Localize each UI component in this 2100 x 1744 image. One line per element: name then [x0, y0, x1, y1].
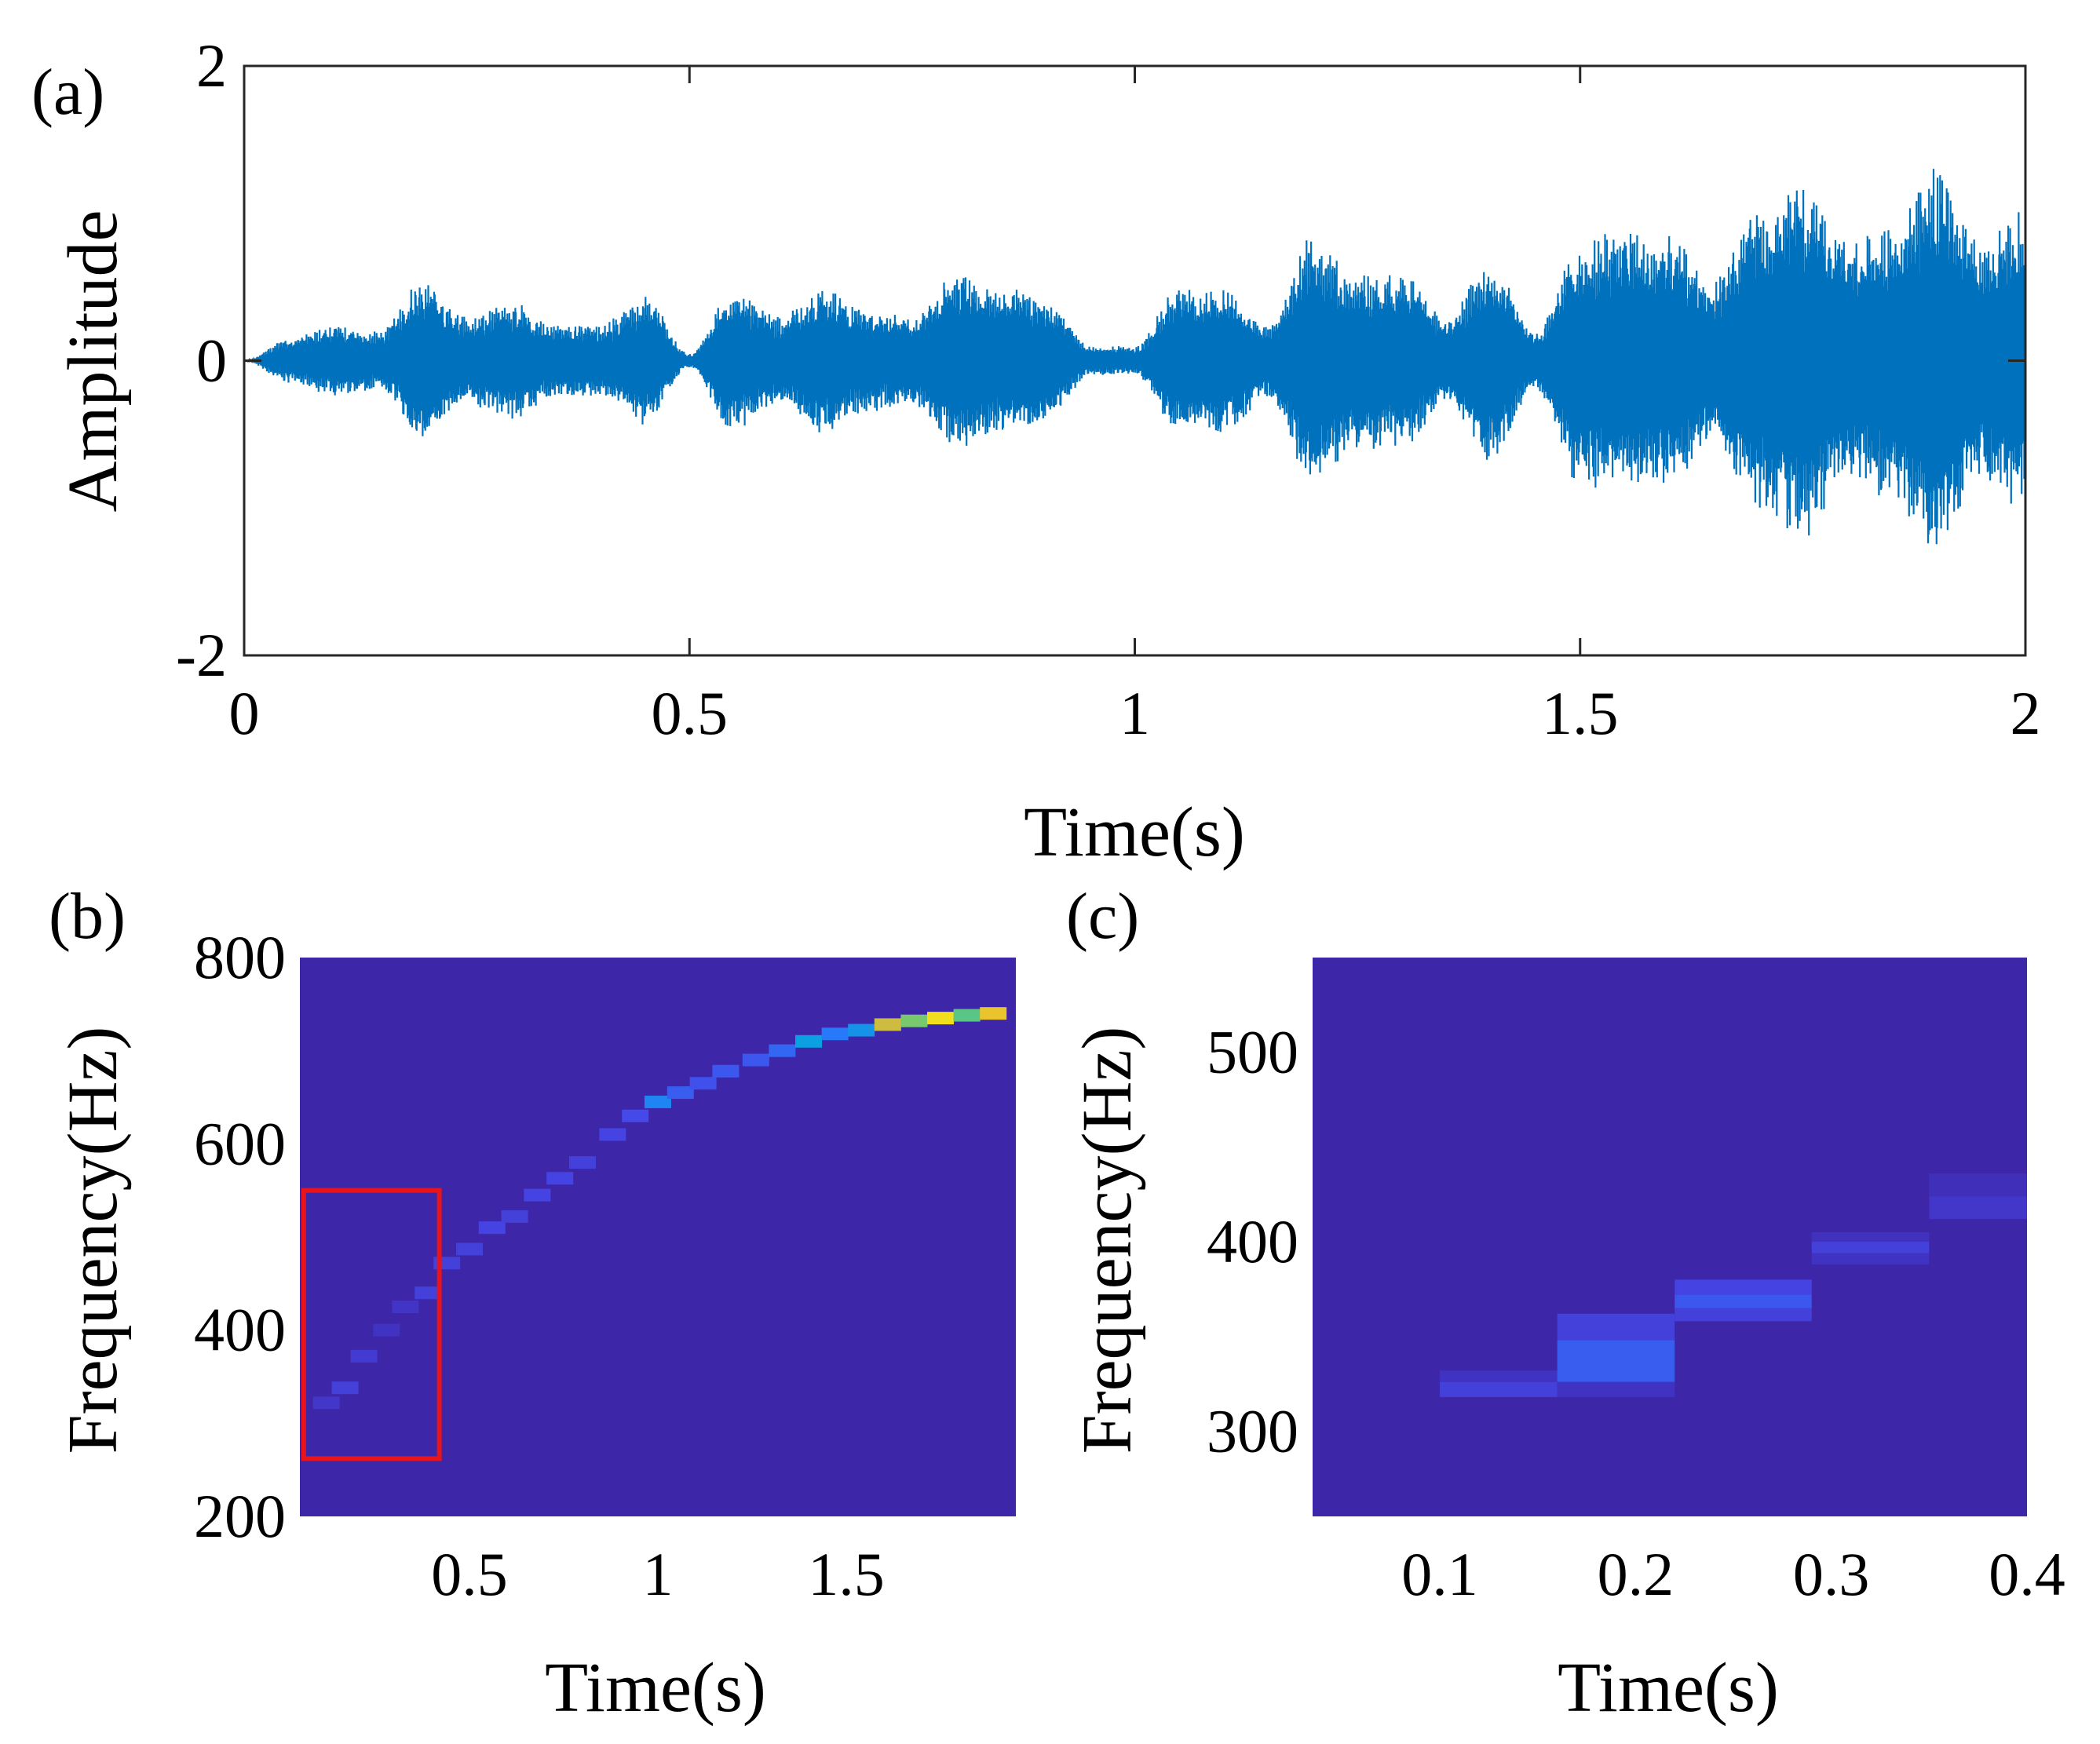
heatmap-cell: [478, 1221, 506, 1235]
panel-a-ylabel: Amplitude: [54, 210, 132, 513]
heatmap-cell: [456, 1242, 483, 1256]
x-tick-label: 0.4: [1989, 1540, 2065, 1608]
y-tick-label: 200: [194, 1482, 286, 1550]
heatmap-cell: [524, 1188, 551, 1202]
heatmap-cell: [953, 1009, 981, 1022]
panel-b-label: (b): [49, 880, 126, 953]
heatmap-cell: [312, 1396, 340, 1410]
panel-a-label: (a): [31, 56, 104, 129]
x-tick-label: 0.5: [652, 679, 729, 747]
x-tick-label: 0.2: [1598, 1540, 1675, 1608]
y-tick-label: 0: [196, 327, 227, 395]
heatmap-cell: [980, 1007, 1007, 1020]
heatmap-cell: [1675, 1294, 1812, 1308]
heatmap-cell: [1557, 1340, 1675, 1382]
heatmap-cell: [821, 1027, 849, 1041]
panel-c-y-ticks: 300 400 500: [1207, 1018, 1298, 1465]
heatmap-cell: [599, 1128, 626, 1141]
heatmap-cell: [1557, 1313, 1675, 1341]
x-tick-label: 0: [229, 679, 260, 747]
x-tick-label: 1: [643, 1540, 674, 1608]
panel-c: (c) 0.1 0.2 0.3 0.4 300 400 500 Time(s) Frequ…: [1066, 880, 2065, 1727]
panel-b-y-ticks: 200 400 600 800: [194, 923, 286, 1550]
panel-b-x-ticks: 0.5 1 1.5: [431, 1540, 885, 1608]
x-tick-label: 0.3: [1793, 1540, 1870, 1608]
heatmap-cell: [900, 1014, 928, 1027]
x-tick-label: 2: [2011, 679, 2041, 747]
heatmap-cell: [1811, 1253, 1930, 1264]
y-tick-label: -2: [176, 621, 227, 689]
heatmap-cell: [689, 1077, 717, 1090]
heatmap-cell: [874, 1018, 901, 1031]
panel-b-heatmap-cells: [312, 1007, 1007, 1410]
panel-a-plot: 0 0.5 1 1.5 2 -202: [176, 31, 2040, 747]
x-tick-label: 1.5: [808, 1540, 885, 1608]
heatmap-cell: [1675, 1308, 1812, 1322]
y-tick-label: 500: [1207, 1018, 1298, 1086]
heatmap-cell: [392, 1301, 419, 1313]
heatmap-cell: [622, 1109, 649, 1122]
heatmap-cell: [712, 1064, 740, 1078]
y-tick-label: 2: [196, 31, 227, 100]
heatmap-cell: [667, 1086, 694, 1100]
y-tick-label: 300: [1207, 1396, 1298, 1465]
x-tick-label: 0.1: [1401, 1540, 1478, 1608]
heatmap-cell: [742, 1053, 769, 1067]
panel-b-highlight-box: [301, 1188, 442, 1461]
heatmap-cell: [1440, 1370, 1558, 1382]
y-tick-label: 800: [194, 923, 286, 991]
y-tick-label: 400: [1207, 1207, 1298, 1275]
panel-c-xlabel: Time(s): [1558, 1649, 1779, 1727]
panel-c-ylabel: Frequency(Hz): [1068, 1027, 1146, 1454]
panel-b-heatmap-background: [300, 958, 1016, 1516]
heatmap-cell: [1675, 1279, 1812, 1295]
x-tick-label: 1.5: [1542, 679, 1619, 747]
heatmap-cell: [569, 1156, 596, 1169]
panel-c-plot: 0.1 0.2 0.3 0.4 300 400 500: [1207, 958, 2065, 1608]
heatmap-cell: [1440, 1381, 1558, 1397]
panel-b: (b) 0.5 1 1.5 200 400 600 800 Time(s) Frequen…: [49, 880, 1016, 1727]
x-tick-label: 1: [1119, 679, 1150, 747]
heatmap-cell: [373, 1323, 400, 1337]
heatmap-cell: [1929, 1173, 2027, 1197]
panel-a-signal: [244, 169, 2025, 545]
heatmap-cell: [546, 1172, 574, 1185]
heatmap-cell: [795, 1034, 822, 1048]
signal-line: [244, 169, 2025, 545]
heatmap-cell: [350, 1349, 378, 1363]
heatmap-cell: [848, 1023, 875, 1037]
heatmap-cell: [769, 1044, 796, 1057]
panel-a: (a) 0 0.5 1 1.5 2 -202 Time(s) Amplitude: [31, 31, 2041, 871]
x-tick-label: 0.5: [431, 1540, 508, 1608]
panel-c-x-ticks: 0.1 0.2 0.3 0.4: [1401, 1540, 2065, 1608]
heatmap-cell: [927, 1012, 954, 1025]
panel-b-ylabel: Frequency(Hz): [54, 1027, 132, 1454]
panel-c-label: (c): [1066, 880, 1139, 953]
y-tick-label: 400: [194, 1296, 286, 1364]
panel-a-xlabel: Time(s): [1024, 794, 1245, 871]
heatmap-cell: [1929, 1196, 2027, 1220]
panel-c-heatmap-cells: [1440, 1173, 2027, 1397]
panel-a-x-ticks: 0 0.5 1 1.5 2: [229, 66, 2041, 747]
heatmap-cell: [645, 1095, 671, 1108]
heatmap-cell: [1811, 1242, 1930, 1253]
panel-a-y-ticks: -2 0 2: [176, 31, 2025, 689]
y-tick-label: 600: [194, 1109, 286, 1177]
heatmap-cell: [331, 1381, 359, 1395]
panel-b-xlabel: Time(s): [545, 1649, 766, 1727]
heatmap-cell: [1557, 1381, 1675, 1397]
heatmap-cell: [1811, 1231, 1930, 1242]
panel-b-plot: 0.5 1 1.5 200 400 600 800: [194, 923, 1016, 1608]
heatmap-cell: [501, 1209, 528, 1223]
heatmap-cell: [415, 1286, 442, 1300]
